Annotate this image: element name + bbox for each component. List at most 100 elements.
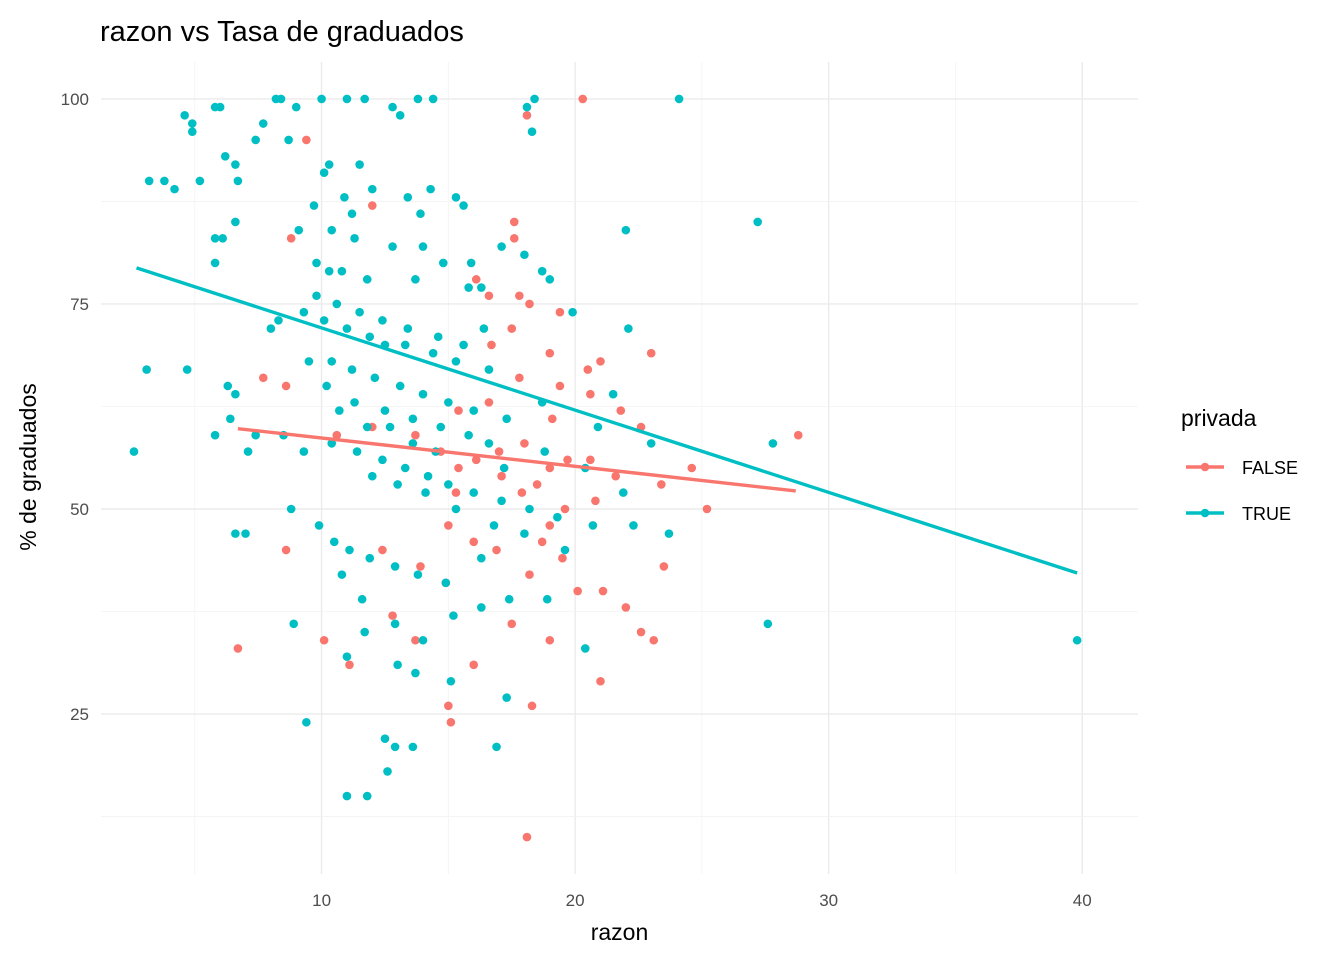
point-true xyxy=(624,324,633,333)
point-false xyxy=(555,307,565,317)
point-false xyxy=(517,488,527,497)
point-true xyxy=(395,381,405,391)
point-false xyxy=(545,635,555,645)
x-tick-label: 20 xyxy=(566,891,585,910)
point-true xyxy=(390,619,400,629)
point-true xyxy=(674,94,684,104)
point-true xyxy=(380,406,390,415)
point-true xyxy=(393,480,402,489)
point-false xyxy=(416,562,425,571)
point-true xyxy=(423,471,433,481)
point-true xyxy=(362,791,372,801)
point-true xyxy=(418,635,428,645)
grid xyxy=(101,62,1138,874)
point-true xyxy=(441,578,451,588)
point-true xyxy=(226,414,235,424)
point-true xyxy=(428,348,438,358)
point-false xyxy=(545,463,555,473)
point-false xyxy=(469,537,479,547)
point-true xyxy=(360,627,369,637)
point-true xyxy=(319,168,329,178)
point-false xyxy=(509,234,519,243)
point-false xyxy=(492,545,501,555)
point-false xyxy=(446,717,456,727)
point-false xyxy=(687,463,697,473)
point-false xyxy=(319,635,329,645)
point-true xyxy=(469,488,479,497)
point-true xyxy=(484,439,494,448)
y-axis-title: % de graduados xyxy=(15,383,41,551)
point-true xyxy=(400,340,410,350)
point-true xyxy=(170,184,179,194)
point-false xyxy=(497,471,506,481)
point-false xyxy=(522,111,532,120)
point-false xyxy=(702,504,712,514)
point-true xyxy=(357,594,367,604)
point-true xyxy=(180,111,189,120)
point-true xyxy=(294,225,304,235)
point-true xyxy=(251,135,260,145)
point-true xyxy=(403,324,413,333)
point-false xyxy=(388,611,397,620)
point-true xyxy=(286,504,296,514)
point-true xyxy=(530,94,539,104)
point-true xyxy=(210,258,220,268)
point-true xyxy=(484,365,494,374)
point-true xyxy=(411,275,420,284)
point-true xyxy=(352,447,362,456)
point-true xyxy=(542,594,552,604)
y-tick-label: 25 xyxy=(70,705,89,724)
point-true xyxy=(342,94,352,104)
point-true xyxy=(451,193,461,202)
point-true xyxy=(345,545,354,555)
point-false xyxy=(545,348,555,358)
point-true xyxy=(433,332,443,342)
point-true xyxy=(367,471,377,481)
point-true xyxy=(545,275,555,284)
point-true xyxy=(322,381,331,391)
x-tick-label: 40 xyxy=(1073,891,1092,910)
point-true xyxy=(449,611,458,620)
y-tick-label: 75 xyxy=(70,295,89,314)
point-true xyxy=(370,373,380,383)
point-true xyxy=(1072,635,1082,645)
x-axis-title: razon xyxy=(591,919,649,945)
x-tick-label: 10 xyxy=(312,891,331,910)
point-false xyxy=(411,635,420,645)
point-true xyxy=(142,365,151,374)
point-true xyxy=(299,447,309,456)
point-true xyxy=(390,562,400,571)
point-true xyxy=(312,258,321,268)
point-true xyxy=(416,209,425,219)
point-false xyxy=(646,348,656,358)
point-true xyxy=(337,266,347,276)
point-true xyxy=(337,570,347,579)
point-true xyxy=(362,422,372,432)
point-true xyxy=(291,102,301,112)
point-true xyxy=(144,176,154,186)
point-false xyxy=(522,832,532,842)
point-true xyxy=(502,693,511,702)
point-true xyxy=(312,291,321,301)
point-true xyxy=(413,570,423,579)
point-false xyxy=(532,480,542,489)
point-true xyxy=(395,111,405,120)
point-true xyxy=(218,234,228,243)
point-false xyxy=(548,414,557,424)
point-true xyxy=(428,94,438,104)
point-true xyxy=(608,389,618,399)
point-true xyxy=(560,545,570,555)
point-false xyxy=(258,373,268,383)
point-true xyxy=(525,504,534,514)
trend-line-false xyxy=(237,426,796,493)
point-true xyxy=(299,307,309,317)
point-false xyxy=(558,553,567,563)
point-true xyxy=(383,767,392,776)
point-false xyxy=(444,701,453,711)
point-false xyxy=(657,480,666,489)
point-true xyxy=(527,127,537,137)
point-true xyxy=(444,480,453,489)
point-false xyxy=(545,521,555,530)
point-true xyxy=(619,488,628,497)
x-axis-ticks: 10 20 30 40 xyxy=(312,891,1092,910)
